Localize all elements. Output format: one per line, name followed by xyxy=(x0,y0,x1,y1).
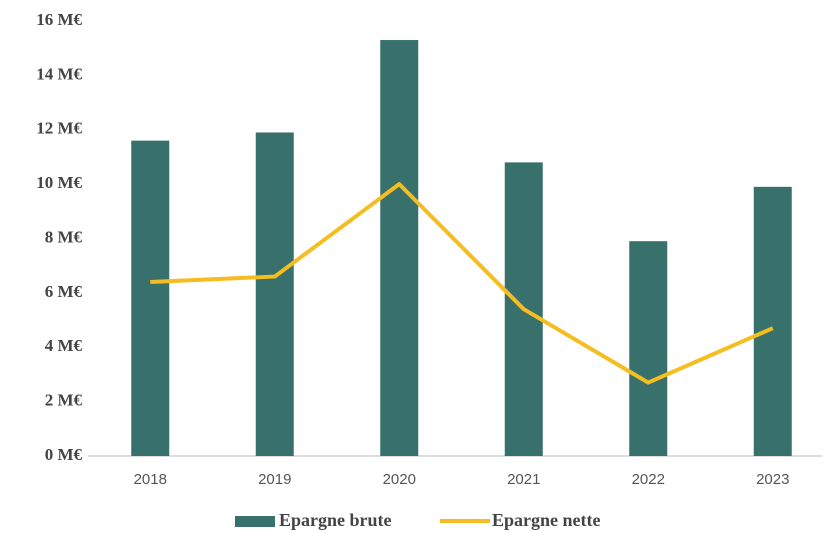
legend-label: Epargne nette xyxy=(492,510,600,530)
y-tick-label: 10 M€ xyxy=(36,173,82,192)
bar xyxy=(255,132,294,456)
y-tick-label: 2 M€ xyxy=(45,391,83,410)
legend-label: Epargne brute xyxy=(279,510,392,530)
y-tick-label: 6 M€ xyxy=(45,282,83,301)
y-tick-label: 14 M€ xyxy=(36,64,82,83)
y-tick-label: 12 M€ xyxy=(36,119,82,138)
y-tick-label: 16 M€ xyxy=(36,10,82,29)
y-tick-label: 0 M€ xyxy=(45,445,83,464)
bar xyxy=(753,186,792,456)
x-tick-label: 2018 xyxy=(134,471,167,488)
x-tick-label: 2019 xyxy=(258,471,291,488)
x-tick-label: 2021 xyxy=(507,471,540,488)
x-tick-label: 2022 xyxy=(632,471,665,488)
line xyxy=(150,182,774,385)
bar xyxy=(380,40,419,456)
bar xyxy=(131,140,170,456)
x-tick-label: 2023 xyxy=(756,471,789,488)
legend-swatch xyxy=(235,516,275,527)
bar xyxy=(629,241,668,456)
x-tick-label: 2020 xyxy=(383,471,416,488)
y-tick-label: 8 M€ xyxy=(45,227,83,246)
y-tick-label: 4 M€ xyxy=(45,336,83,355)
